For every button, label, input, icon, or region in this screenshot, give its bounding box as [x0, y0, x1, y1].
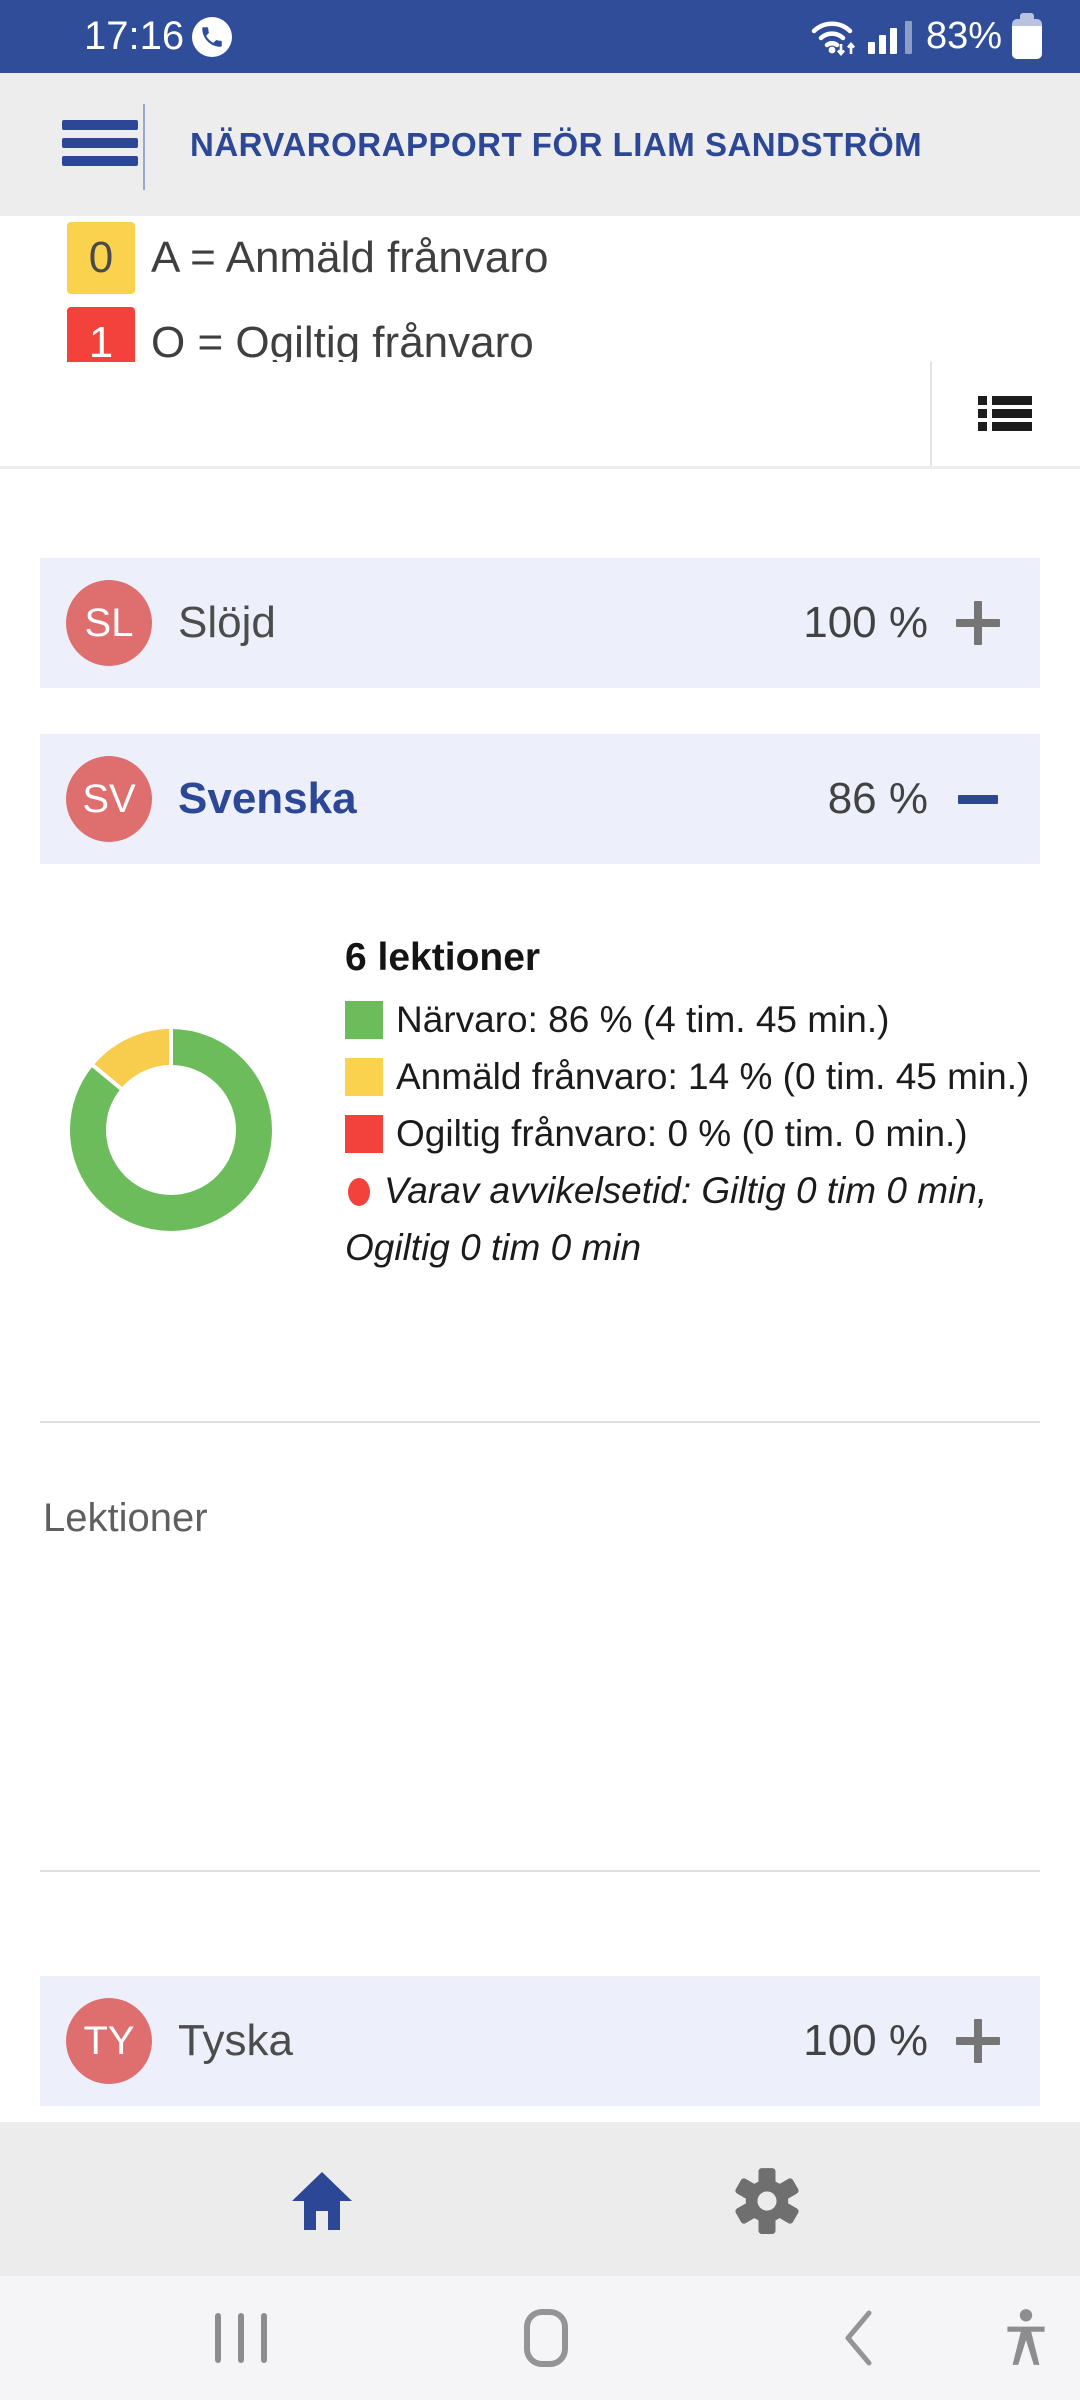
app-bottom-nav	[0, 2122, 1080, 2276]
expand-button[interactable]	[956, 601, 1000, 645]
back-button[interactable]	[832, 2276, 884, 2400]
attendance-donut-chart	[70, 1024, 272, 1231]
avatar: TY	[66, 1998, 152, 2084]
home-icon	[292, 2171, 352, 2230]
donut-separators	[88, 1024, 173, 1093]
red-swatch	[345, 1115, 383, 1153]
attendance-percent: 100 %	[803, 598, 928, 647]
legend-item-ogiltig: Ogiltig frånvaro: 0 % (0 tim. 0 min.)	[345, 1105, 1040, 1162]
lessons-heading: Lektioner	[43, 1496, 208, 1540]
lesson-legend-row: 1 A = Anmäld frånvaro	[0, 1645, 1080, 1715]
recent-apps-button[interactable]	[211, 2276, 271, 2400]
system-nav-bar	[0, 2276, 1080, 2400]
legend-label: A = Anmäld frånvaro	[151, 233, 549, 282]
clock: 17:16	[84, 14, 185, 58]
subject-card-tyska[interactable]: TY Tyska 100 %	[40, 1976, 1040, 2106]
battery-icon	[1012, 13, 1042, 59]
plus-icon	[956, 2019, 1000, 2063]
expand-button[interactable]	[956, 2019, 1000, 2063]
app-bar: NÄRVARORAPPORT FÖR LIAM SANDSTRÖM	[0, 73, 1080, 216]
divider	[40, 1421, 1040, 1423]
phone-icon	[202, 27, 222, 47]
status-icons: 83%	[810, 0, 1042, 73]
lesson-legend-row: 5 N = Närvarande	[0, 1561, 1080, 1631]
donut-legend: Närvaro: 86 % (4 tim. 45 min.) Anmäld fr…	[345, 991, 1040, 1276]
system-home-button[interactable]	[518, 2276, 574, 2400]
settings-tab-button[interactable]	[732, 2167, 802, 2237]
green-swatch	[345, 1001, 383, 1039]
home-tab-button[interactable]	[287, 2167, 357, 2237]
collapse-button[interactable]	[956, 777, 1000, 821]
home-squircle-icon	[524, 2309, 568, 2367]
subject-name: Slöjd	[178, 598, 276, 647]
legend-item-anmald: Anmäld frånvaro: 14 % (0 tim. 45 min.)	[345, 1048, 1040, 1105]
accessibility-person-icon	[1007, 2309, 1045, 2365]
legend-item-avvikelsetid: Varav avvikelsetid: Giltig 0 tim 0 min, …	[345, 1170, 988, 1268]
minus-icon	[956, 777, 1000, 821]
subject-name: Svenska	[178, 774, 357, 823]
page-title: NÄRVARORAPPORT FÖR LIAM SANDSTRÖM	[190, 126, 923, 163]
back-chevron-icon	[845, 2310, 872, 2366]
accessibility-button[interactable]	[996, 2276, 1056, 2400]
hamburger-icon	[62, 120, 138, 130]
clipped-legend-section: 0 A = Anmäld frånvaro 1 O = Ogiltig från…	[0, 216, 1080, 362]
divider	[40, 1870, 1040, 1872]
list-view-button[interactable]	[978, 396, 1034, 432]
status-bar: 17:16 83%	[0, 0, 1080, 73]
menu-button[interactable]	[62, 120, 138, 166]
attendance-percent: 86 %	[827, 774, 928, 823]
appbar-divider	[143, 104, 145, 190]
lessons-count-title: 6 lektioner	[345, 936, 541, 979]
attendance-percent: 100 %	[803, 2016, 928, 2065]
subject-name: Tyska	[178, 2016, 293, 2065]
yellow-swatch	[345, 1058, 383, 1096]
count-badge: 1	[67, 307, 135, 362]
count-badge: 0	[67, 222, 135, 294]
legend-label: O = Ogiltig frånvaro	[151, 318, 534, 362]
list-icon	[978, 396, 1034, 405]
legend-item-narvaro: Närvaro: 86 % (4 tim. 45 min.)	[345, 991, 1040, 1048]
subject-card-svenska[interactable]: SV Svenska 86 %	[40, 734, 1040, 864]
gear-icon	[735, 2168, 799, 2234]
recents-icon	[215, 2313, 267, 2363]
avatar: SL	[66, 580, 152, 666]
plus-icon	[956, 601, 1000, 645]
lesson-list-row	[0, 362, 1080, 469]
vertical-divider	[930, 362, 932, 466]
signal-strength-icon	[867, 20, 912, 54]
wifi-icon	[811, 21, 855, 56]
battery-percent: 83%	[925, 15, 1002, 57]
lesson-legend-row: 0 O = Ogiltig frånvaro	[0, 1729, 1080, 1799]
subject-card-slojd[interactable]: SL Slöjd 100 %	[40, 558, 1040, 688]
active-call-icon	[192, 17, 232, 57]
red-dot-icon	[348, 1178, 370, 1206]
avatar: SV	[66, 756, 152, 842]
